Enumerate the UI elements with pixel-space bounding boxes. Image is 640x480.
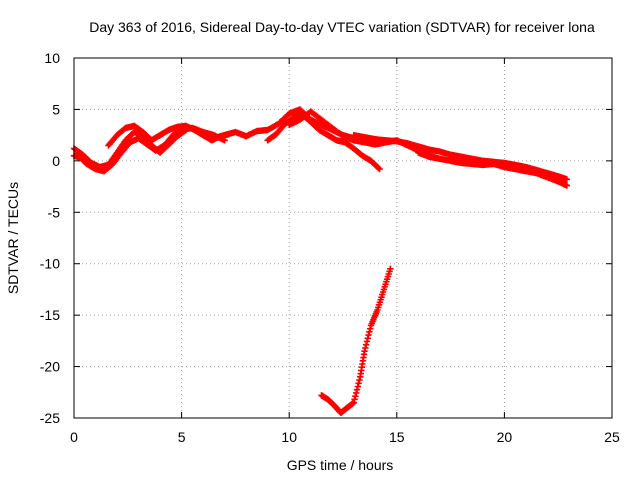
x-tick-label: 15 [389, 429, 405, 445]
x-axis-label: GPS time / hours [287, 457, 394, 473]
y-tick-label: -15 [40, 307, 60, 323]
axis-ticks: 0 5 10 15 20 25 -25 -20 -15 -10 -5 0 5 10 [40, 50, 620, 445]
data-series-track-h [415, 149, 571, 189]
data-point [353, 386, 361, 393]
data-series-track-e [264, 111, 383, 173]
data-point [563, 182, 571, 189]
data-point [352, 392, 359, 400]
data-point [375, 164, 382, 172]
data-points [70, 106, 571, 417]
x-tick-label: 10 [281, 429, 297, 445]
plot-border [73, 57, 613, 419]
y-tick-label: -20 [40, 359, 60, 375]
x-tick-label: 0 [70, 429, 78, 445]
data-point [387, 265, 394, 273]
data-point [361, 347, 368, 355]
y-tick-label: -5 [48, 204, 61, 220]
data-point [376, 165, 383, 173]
data-point [355, 380, 362, 387]
data-point [362, 344, 369, 352]
data-point [563, 176, 571, 183]
data-point [350, 399, 357, 406]
data-series-track-i [318, 265, 394, 417]
data-point [363, 338, 371, 345]
data-point [352, 389, 360, 397]
y-tick-label: 5 [52, 101, 60, 117]
y-tick-label: 10 [44, 50, 60, 66]
x-tick-label: 20 [497, 429, 513, 445]
data-point [366, 328, 373, 336]
y-tick-label: -10 [40, 256, 60, 272]
chart-title: Day 363 of 2016, Sidereal Day-to-day VTE… [89, 19, 595, 35]
data-point [366, 325, 374, 332]
x-tick-label: 25 [604, 429, 620, 445]
data-point [362, 341, 370, 348]
data-point [354, 383, 361, 390]
y-axis-label: SDTVAR / TECUs [5, 182, 21, 294]
data-point [356, 376, 363, 384]
x-tick-label: 5 [178, 429, 186, 445]
y-tick-label: 0 [52, 153, 60, 169]
y-tick-label: -25 [40, 410, 60, 426]
data-point [365, 331, 372, 339]
data-point [364, 335, 371, 342]
data-point [351, 396, 358, 403]
data-series-track-c [105, 122, 233, 149]
